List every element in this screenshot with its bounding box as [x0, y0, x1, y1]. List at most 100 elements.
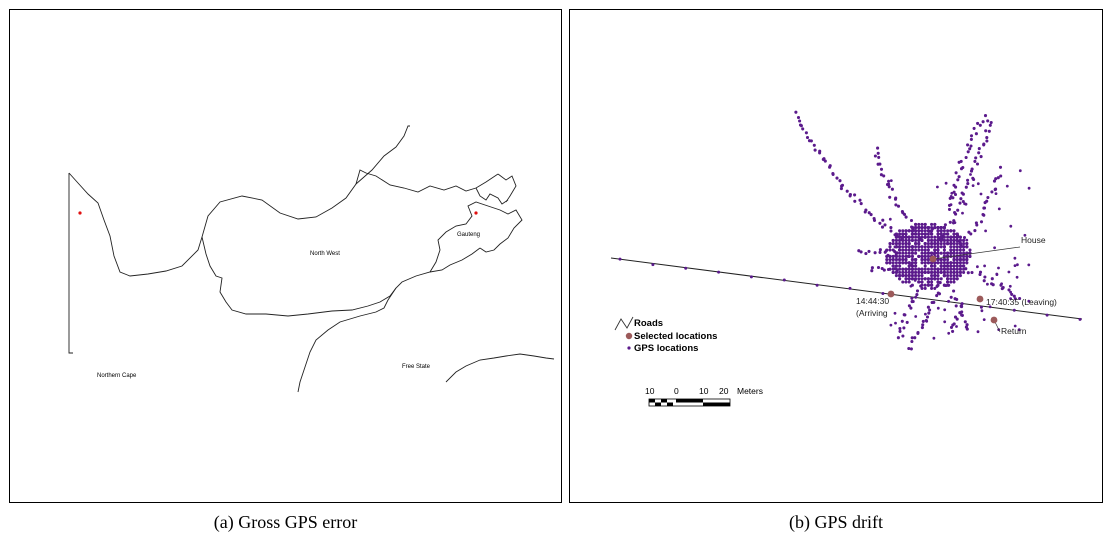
gps-point	[920, 277, 924, 281]
gps-point	[946, 280, 950, 284]
gps-point	[958, 235, 962, 239]
gps-point	[894, 270, 898, 274]
gps-point	[920, 226, 924, 230]
gps-point	[1027, 263, 1031, 267]
gps-point	[988, 305, 992, 309]
boundary-line	[445, 353, 555, 383]
gps-point	[894, 321, 897, 325]
gps-point	[905, 320, 909, 324]
gps-point	[900, 319, 904, 323]
gps-point	[995, 272, 999, 276]
gps-point	[907, 274, 911, 278]
gps-point	[964, 155, 968, 160]
gps-point	[910, 245, 914, 249]
gps-point	[1012, 308, 1016, 312]
gps-point	[965, 238, 969, 242]
gps-point	[923, 277, 927, 281]
gps-point	[717, 270, 721, 274]
gps-point	[888, 245, 892, 249]
gps-point	[974, 132, 978, 136]
gps-point	[907, 270, 911, 274]
gps-point	[920, 251, 924, 255]
gps-point	[904, 267, 908, 271]
gps-point	[936, 226, 940, 230]
gps-point	[926, 261, 930, 265]
gps-point	[933, 267, 937, 271]
gps-point	[917, 232, 921, 236]
gps-point	[930, 245, 934, 249]
gps-point	[891, 238, 895, 242]
gps-point	[917, 267, 921, 271]
gps-point	[971, 184, 975, 188]
gps-point	[901, 334, 905, 338]
gps-point	[901, 229, 905, 233]
gps-point	[969, 232, 973, 236]
gps-point	[889, 226, 893, 230]
return-label: Return	[1001, 326, 1027, 336]
gps-point	[920, 270, 924, 274]
gps-point	[1009, 290, 1012, 294]
gps-point	[941, 234, 945, 238]
gps-point	[917, 248, 921, 252]
gps-point	[845, 189, 849, 193]
gps-point	[920, 232, 924, 236]
scale-tick-label: 10	[699, 386, 709, 396]
gps-point	[966, 271, 970, 275]
gps-point	[907, 251, 911, 255]
gps-point	[920, 245, 924, 249]
gps-point	[936, 258, 940, 262]
gps-point	[909, 347, 913, 351]
gps-point	[1027, 186, 1031, 190]
gps-point	[976, 121, 980, 125]
gps-point	[878, 221, 882, 225]
gps-point	[952, 261, 956, 265]
scale-tick-label: 20	[719, 386, 729, 396]
gps-point	[796, 115, 801, 120]
scale-bar: 10 0 10 20 Meters	[645, 386, 763, 407]
gps-point	[904, 258, 908, 262]
gps-point	[962, 264, 966, 268]
gps-point	[813, 148, 817, 152]
gps-point	[958, 267, 962, 271]
boundary-line	[201, 236, 481, 317]
gps-point	[936, 277, 940, 281]
province-map: North West Gauteng Northern Cape Free St…	[68, 125, 555, 393]
gps-point	[898, 277, 902, 281]
gps-point	[907, 238, 911, 242]
gps-point	[990, 190, 994, 194]
gps-point	[876, 162, 880, 166]
gps-point	[914, 222, 918, 226]
gps-point	[909, 306, 913, 310]
gps-point	[946, 270, 950, 274]
gps-point	[947, 283, 951, 287]
gps-point	[952, 235, 956, 239]
gps-point	[953, 210, 957, 215]
gps-point	[1017, 328, 1021, 331]
gps-point	[913, 279, 917, 282]
gps-point	[936, 274, 940, 278]
gps-point	[885, 261, 889, 265]
gps-point	[910, 258, 914, 262]
gps-point	[894, 261, 898, 265]
gps-point	[942, 267, 946, 271]
gps-point	[898, 254, 902, 258]
selected-location-arriving	[887, 290, 895, 298]
gps-point	[878, 248, 882, 252]
gps-point	[942, 242, 946, 246]
boundary-line	[429, 201, 523, 273]
gps-point	[794, 110, 798, 114]
gps-point	[947, 331, 951, 335]
arrive-time-label: 14:44:30	[856, 296, 889, 306]
gps-point	[902, 313, 906, 317]
gps-point	[935, 284, 939, 288]
gps-point	[947, 207, 952, 211]
gps-point	[1016, 263, 1019, 267]
gps-point	[957, 160, 961, 164]
gps-point	[977, 147, 981, 151]
gps-point	[999, 174, 1003, 178]
gps-point	[993, 246, 996, 250]
gps-point	[953, 192, 958, 197]
gps-point	[978, 123, 982, 127]
gps-point	[930, 232, 934, 236]
gps-point	[982, 206, 986, 210]
